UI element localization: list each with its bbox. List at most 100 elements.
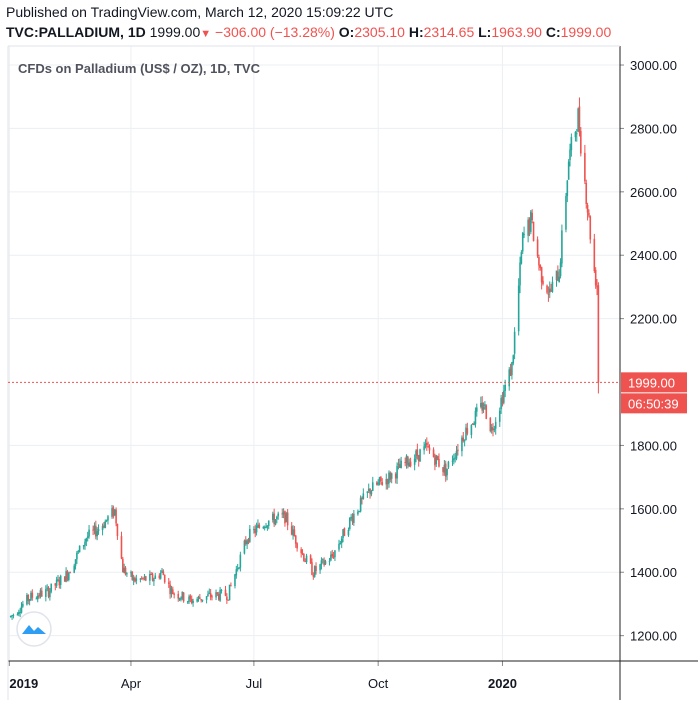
candle-body: [292, 529, 294, 536]
candle-body: [455, 450, 458, 459]
candle-body: [216, 592, 219, 594]
candle-body: [219, 589, 221, 601]
candle-body: [57, 579, 59, 581]
candle-body: [453, 458, 455, 461]
candle-body: [305, 555, 308, 563]
candle-body: [427, 446, 429, 448]
candle-body: [389, 472, 392, 480]
candle-body: [331, 553, 334, 557]
candle-body: [26, 594, 28, 605]
candle-body: [36, 595, 39, 600]
candle-body: [180, 598, 182, 600]
candle-body: [20, 606, 23, 613]
y-tick-label: 3000.00: [630, 58, 677, 73]
candle-body: [46, 587, 48, 589]
candle-body: [246, 540, 248, 545]
candle-body: [492, 428, 494, 431]
change-value: −306.00 (−13.28%): [215, 24, 335, 40]
candle-body: [186, 601, 189, 603]
candle-body: [593, 238, 596, 272]
candle-body: [342, 529, 344, 538]
candle-body: [461, 437, 463, 452]
candle-body: [547, 293, 550, 295]
candle-body: [436, 456, 439, 460]
candle-body: [320, 560, 323, 565]
candle-body: [115, 509, 117, 524]
candle-body: [594, 269, 597, 286]
low-value: 1963.90: [491, 24, 542, 40]
candle-body: [294, 535, 297, 544]
logo-mark: [22, 625, 46, 634]
candle-body: [30, 592, 32, 600]
candle-body: [190, 598, 193, 604]
candle-body: [494, 421, 497, 429]
candle-body: [93, 525, 96, 531]
candle-body: [303, 553, 305, 561]
candle-body: [31, 592, 34, 598]
candle-body: [357, 511, 359, 515]
candle-body: [134, 578, 136, 582]
candle-body: [511, 362, 513, 376]
candle-body: [432, 449, 435, 458]
candle-body: [253, 529, 255, 531]
candle-body: [67, 572, 70, 580]
candle-body: [45, 589, 47, 597]
countdown-tag: [621, 393, 687, 414]
candle-body: [85, 538, 88, 542]
candle-body: [47, 587, 50, 597]
y-tick-label: 2200.00: [630, 312, 677, 327]
candle-body: [548, 288, 551, 293]
candle-body: [132, 577, 135, 581]
candle-body: [570, 136, 573, 151]
candle-body: [11, 615, 13, 617]
candle-body: [77, 551, 80, 553]
candle-body: [408, 462, 411, 467]
candle-body: [585, 182, 588, 205]
last-price-tag: [621, 372, 687, 393]
candle-body: [84, 541, 86, 546]
candle-body: [561, 230, 563, 264]
candle-body: [284, 511, 286, 524]
candle-body: [139, 578, 142, 580]
candle-body: [398, 464, 401, 468]
candle-body: [536, 239, 539, 257]
candle-body: [475, 407, 478, 412]
tradingview-logo-icon: [16, 611, 52, 647]
candle-body: [500, 398, 502, 410]
candle-body: [385, 479, 388, 485]
symbol-label: TVC:PALLADIUM, 1D: [6, 24, 146, 40]
candle-body: [158, 575, 161, 579]
candle-body: [220, 590, 223, 592]
candle-body: [273, 513, 275, 525]
candle-body: [517, 285, 520, 332]
candle-body: [471, 423, 474, 425]
candle-body: [54, 583, 57, 586]
candle-body: [424, 443, 427, 447]
candle-body: [63, 576, 66, 582]
candle-body: [540, 267, 543, 283]
candle-body: [189, 595, 192, 599]
candle-body: [388, 472, 390, 484]
candle-body: [130, 572, 132, 574]
candle-body: [366, 491, 369, 493]
candle-body: [73, 565, 75, 573]
candle-body: [249, 528, 251, 542]
candle-body: [122, 558, 124, 573]
candle-body: [330, 554, 332, 561]
y-tick-label: 2600.00: [630, 185, 677, 200]
candle-body: [538, 257, 540, 266]
candle-body: [255, 526, 258, 533]
candle-body: [577, 108, 579, 132]
candle-body: [550, 290, 552, 292]
candles: [9, 97, 600, 620]
candle-body: [347, 529, 350, 536]
logo-circle: [16, 611, 52, 647]
candle-body: [209, 593, 212, 598]
candle-body: [266, 525, 269, 528]
candle-body: [416, 449, 419, 457]
candle-body: [451, 460, 454, 462]
candle-body: [58, 580, 61, 586]
candle-body: [124, 567, 127, 575]
